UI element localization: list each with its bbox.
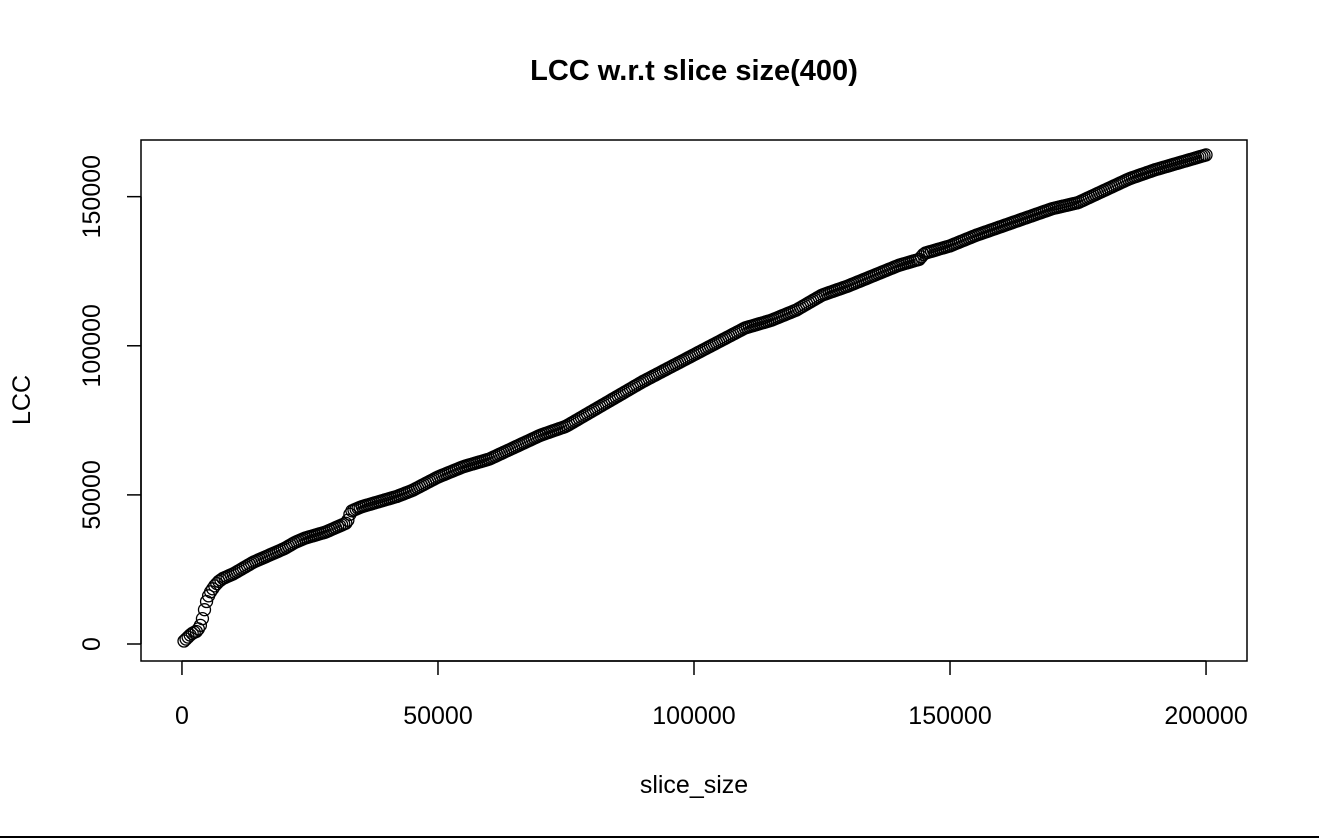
y-axis-label: LCC <box>8 375 36 425</box>
y-tick-label: 50000 <box>78 460 106 530</box>
x-axis-label: slice_size <box>640 771 748 799</box>
y-tick-label: 0 <box>78 637 106 651</box>
y-axis: 0 50000 100000 150000 <box>78 155 142 651</box>
data-point <box>339 516 353 530</box>
data-point <box>193 618 208 633</box>
x-axis: 0 50000 100000 150000 200000 <box>175 660 1248 730</box>
x-tick-label: 150000 <box>908 702 991 730</box>
x-tick-label: 0 <box>175 702 189 730</box>
data-point <box>195 612 210 626</box>
bottom-border <box>0 836 1319 838</box>
plot-area-border <box>140 139 1248 662</box>
y-tick-label: 150000 <box>78 155 106 238</box>
x-tick-label: 100000 <box>652 702 735 730</box>
chart-title: LCC w.r.t slice size(400) <box>530 55 858 87</box>
y-tick-label: 100000 <box>78 304 106 387</box>
x-tick-label: 50000 <box>403 702 473 730</box>
x-tick-label: 200000 <box>1164 702 1247 730</box>
data-point <box>1199 148 1213 162</box>
data-point <box>341 513 355 527</box>
data-points <box>177 148 1213 648</box>
data-point <box>197 603 212 617</box>
